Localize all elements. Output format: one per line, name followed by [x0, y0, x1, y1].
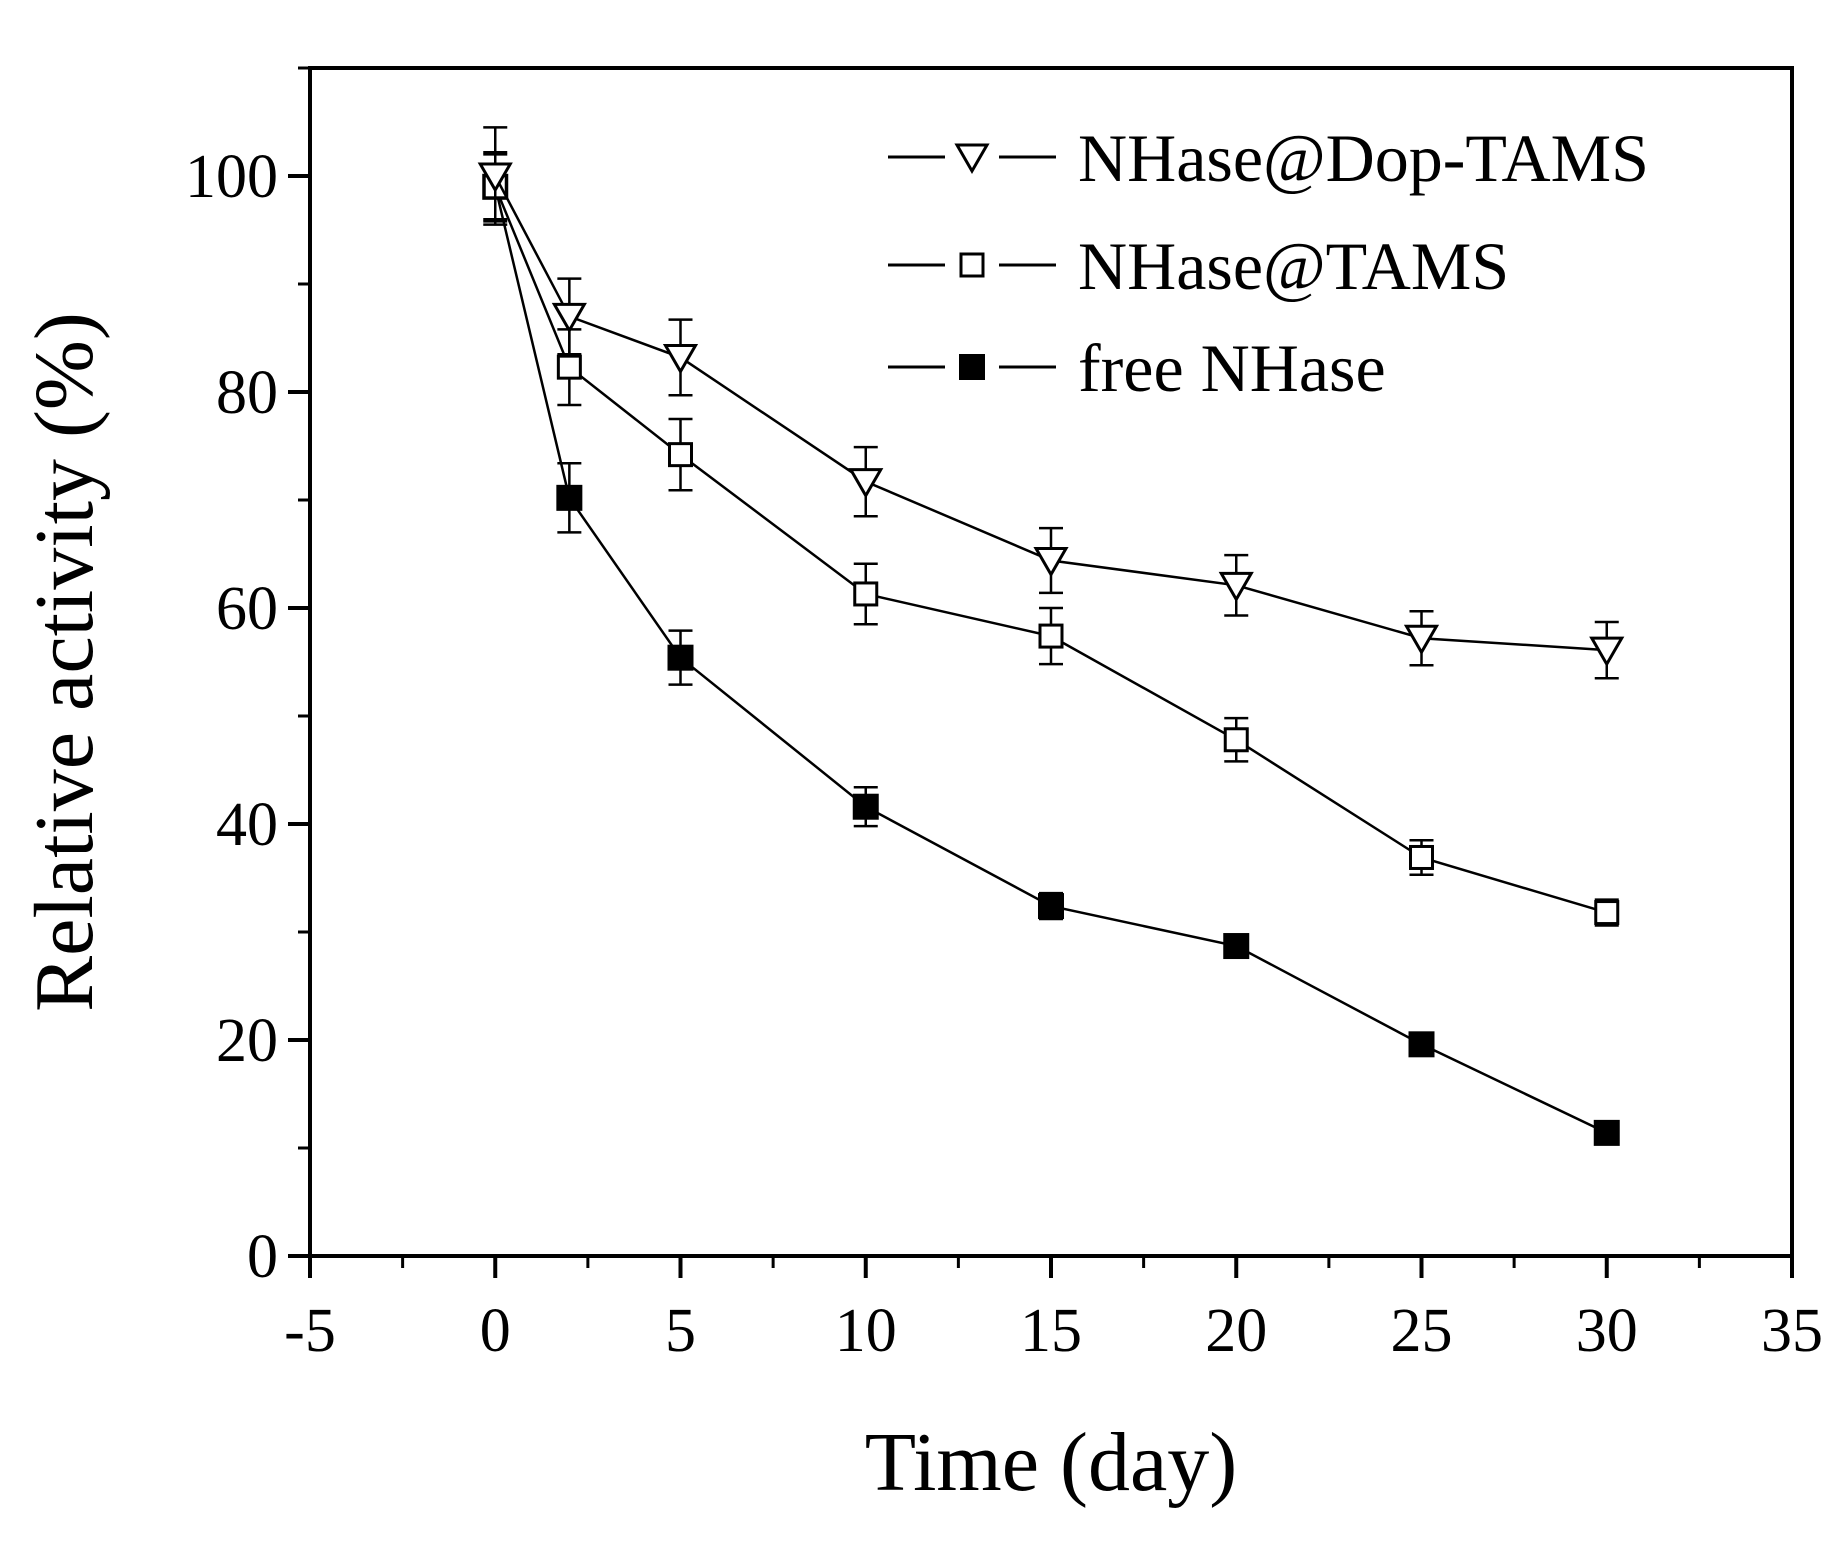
legend-marker — [959, 354, 985, 380]
legend-marker — [959, 252, 985, 278]
legend-label: free NHase — [1078, 330, 1386, 406]
x-tick-label: 25 — [1391, 1297, 1453, 1365]
y-axis-title: Relative activity (%) — [18, 312, 111, 1012]
x-axis-ticks: -5 0 5 10 15 20 25 30 35 — [284, 1256, 1823, 1365]
legend-entry: free NHase — [888, 330, 1386, 406]
data-point — [556, 484, 583, 511]
data-point — [662, 343, 699, 375]
series-line — [494, 175, 1607, 652]
data-point — [852, 793, 879, 820]
data-point — [1218, 571, 1254, 603]
y-tick-label: 0 — [247, 1223, 278, 1291]
data-point — [1223, 727, 1249, 753]
data-point — [1038, 893, 1064, 920]
series-line — [494, 186, 1608, 914]
data-point — [1403, 624, 1440, 656]
data-point — [551, 302, 587, 334]
y-tick-label: 100 — [185, 143, 278, 211]
legend-label: NHase@Dop-TAMS — [1078, 120, 1649, 196]
x-tick-label: 35 — [1761, 1297, 1823, 1365]
data-point — [1409, 844, 1434, 870]
x-tick-label: 5 — [665, 1297, 696, 1365]
legend-entry: NHase@TAMS — [888, 228, 1509, 304]
legend: NHase@Dop-TAMS NHase@TAMS free NHase — [888, 120, 1649, 406]
data-point — [853, 581, 879, 607]
data-point — [556, 354, 582, 380]
data-point — [1408, 1031, 1435, 1058]
series-line — [494, 186, 1608, 1135]
legend-entry: NHase@Dop-TAMS — [888, 120, 1649, 196]
x-tick-label: 10 — [835, 1297, 897, 1365]
legend-marker — [954, 143, 990, 175]
data-point — [1594, 900, 1620, 926]
data-point — [848, 468, 884, 499]
y-tick-label: 80 — [216, 359, 278, 427]
x-axis-title: Time (day) — [865, 1416, 1238, 1509]
y-tick-label: 40 — [216, 791, 278, 859]
y-tick-label: 20 — [216, 1007, 278, 1075]
data-point — [1038, 623, 1064, 649]
data-point — [668, 442, 693, 468]
data-point — [1033, 546, 1069, 578]
x-tick-label: 30 — [1576, 1297, 1638, 1365]
data-point — [477, 162, 513, 194]
series-layer — [477, 126, 1625, 1146]
x-tick-label: 0 — [480, 1297, 511, 1365]
data-point — [667, 644, 694, 671]
x-tick-label: -5 — [284, 1297, 336, 1365]
data-point — [1589, 636, 1625, 668]
series-nhase-dop-tams — [477, 126, 1625, 680]
y-tick-label: 60 — [216, 575, 278, 643]
x-tick-label: 20 — [1205, 1297, 1267, 1365]
legend-label: NHase@TAMS — [1078, 228, 1509, 304]
y-axis-ticks: 0 20 40 60 80 100 — [185, 66, 310, 1291]
data-point — [1223, 933, 1250, 960]
x-tick-label: 15 — [1020, 1297, 1082, 1365]
data-point — [1593, 1119, 1620, 1146]
